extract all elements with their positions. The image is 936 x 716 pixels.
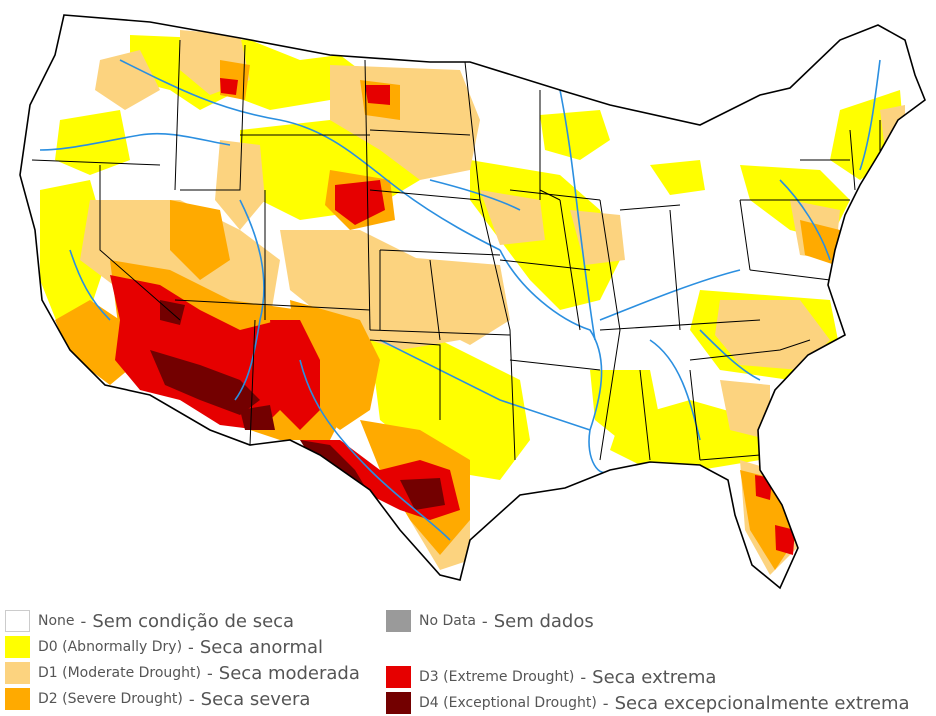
legend-item-d1: D1 (Moderate Drought) - Seca moderada (5, 662, 360, 684)
legend-swatch-d3 (386, 666, 411, 688)
legend-swatch-none (5, 610, 30, 632)
legend-item-d3: D3 (Extreme Drought) - Seca extrema (386, 666, 716, 688)
legend-code-d3: D3 (Extreme Drought) (419, 669, 575, 685)
legend-code-d1: D1 (Moderate Drought) (38, 665, 202, 681)
drought-map (19, 14, 926, 590)
state-borders (31, 39, 881, 461)
drought-map-svg (19, 14, 926, 590)
legend-sep-d2: - (188, 689, 195, 709)
legend-code-d2: D2 (Severe Drought) (38, 691, 183, 707)
legend-code-nodata: No Data (419, 613, 476, 629)
legend-item-none: None - Sem condição de seca (5, 610, 294, 632)
legend-pt-nodata: Sem dados (493, 610, 594, 632)
legend-swatch-nodata (386, 610, 411, 632)
legend-sep-d0: - (188, 637, 194, 657)
legend-item-nodata: No Data - Sem dados (386, 610, 594, 632)
legend-item-d0: D0 (Abnormally Dry) - Seca anormal (5, 636, 323, 658)
legend-item-d2: D2 (Severe Drought) - Seca severa (5, 688, 310, 710)
legend-pt-d1: Seca moderada (218, 662, 360, 684)
legend-sep-d1: - (207, 663, 213, 683)
legend-swatch-d1 (5, 662, 30, 684)
legend-pt-d3: Seca extrema (592, 666, 717, 688)
legend-sep-d4: - (602, 693, 609, 713)
legend-item-d4: D4 (Exceptional Drought) - Seca excepcio… (386, 692, 910, 714)
legend: None - Sem condição de seca D0 (Abnormal… (0, 600, 936, 716)
legend-swatch-d0 (5, 636, 30, 658)
legend-code-d0: D0 (Abnormally Dry) (38, 639, 183, 655)
legend-pt-none: Sem condição de seca (92, 610, 295, 632)
legend-swatch-d4 (386, 692, 411, 714)
legend-code-d4: D4 (Exceptional Drought) (419, 695, 597, 711)
legend-sep-none: - (80, 611, 87, 631)
legend-swatch-d2 (5, 688, 30, 710)
legend-pt-d4: Seca excepcionalmente extrema (614, 692, 910, 714)
legend-pt-d0: Seca anormal (199, 636, 324, 658)
legend-sep-d3: - (580, 667, 587, 687)
us-outline (19, 14, 926, 590)
legend-code-none: None (38, 613, 75, 629)
legend-sep-nodata: - (481, 611, 488, 631)
legend-pt-d2: Seca severa (200, 688, 311, 710)
